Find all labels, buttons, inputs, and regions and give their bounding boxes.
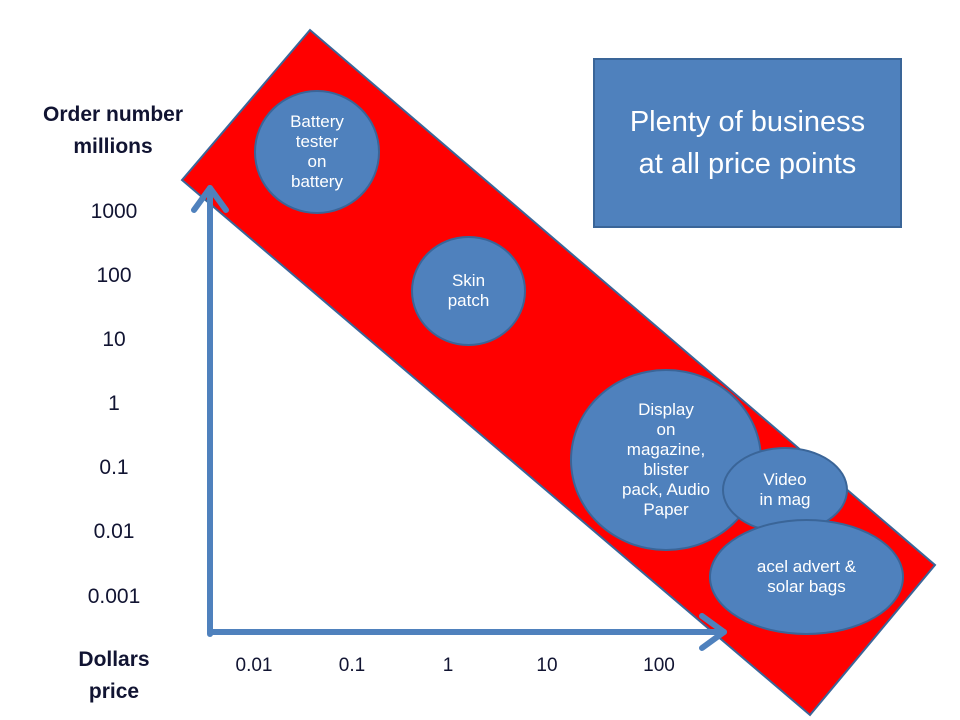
x-tick: 0.1 [338,655,366,676]
bubble-skin-patch: Skin patch [411,236,526,346]
x-tick: 0.01 [235,655,273,676]
y-axis-arrowhead [191,185,229,213]
bubble-acel-advert: acel advert & solar bags [709,519,904,635]
x-axis-title-line2: price [88,680,140,703]
y-tick: 100 [96,264,132,287]
y-axis-title: Order number millions [43,99,183,163]
title-box: Plenty of business at all price points [593,58,902,228]
y-tick: 1000 [90,200,138,223]
bubble-video-in-mag: Video in mag [722,447,848,533]
bubble-battery-tester: Battery tester on battery [254,90,380,214]
y-tick: 0.1 [99,456,129,479]
y-tick: 1 [108,392,120,415]
y-tick: 0.001 [87,585,141,608]
x-axis-title: Dollars price [78,644,149,708]
x-axis-title-line1: Dollars [78,648,150,671]
x-tick: 10 [536,655,558,676]
x-axis-arrowhead [699,613,727,651]
y-tick: 10 [102,328,126,351]
x-tick: 1 [442,655,454,676]
bubble-display-magazine: Display on magazine, blister pack, Audio… [570,369,762,551]
x-tick: 100 [643,655,675,676]
y-axis-title-line1: Order number [42,103,184,126]
y-axis-title-line2: millions [73,135,153,158]
y-tick: 0.01 [93,520,135,543]
